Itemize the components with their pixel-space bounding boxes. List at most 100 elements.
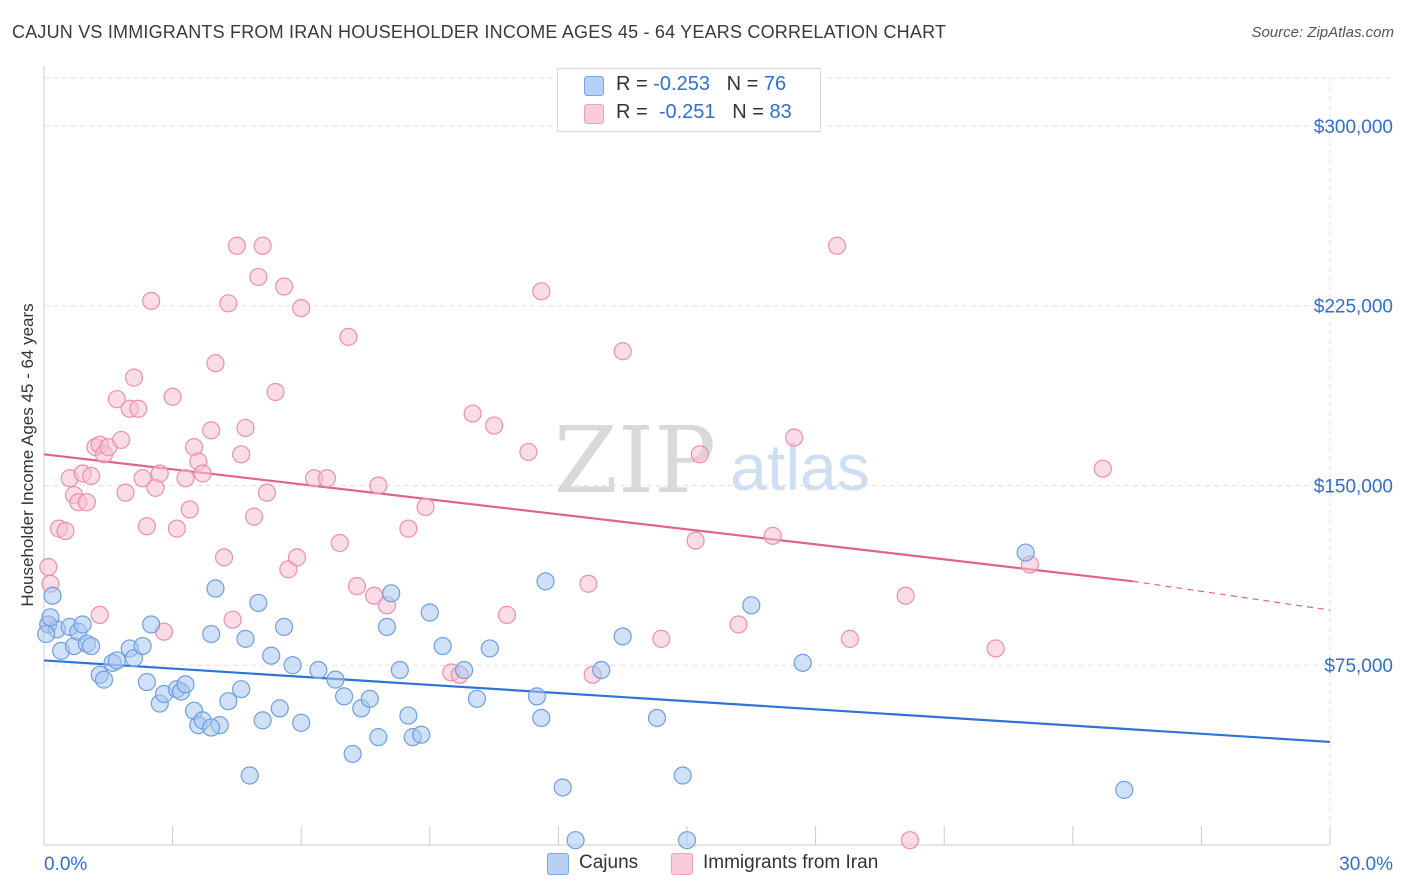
cajun-point xyxy=(240,766,259,785)
iran-point xyxy=(219,294,238,313)
cajun-point xyxy=(283,656,302,675)
iran-point xyxy=(287,548,307,567)
iran-point xyxy=(124,368,144,387)
cajun-point xyxy=(566,831,585,850)
tick-labels: $75,000 $150,000 $225,000 $300,000 0.0% 30.0% xyxy=(44,117,1393,875)
iran-point xyxy=(227,236,246,255)
cajun-point xyxy=(270,699,289,718)
cajun-point xyxy=(536,572,555,591)
iran-point xyxy=(519,442,538,462)
iran-point xyxy=(274,277,294,296)
iran-point xyxy=(129,399,148,418)
cajun-point xyxy=(73,615,92,634)
watermark: ZIP atlas xyxy=(554,407,870,514)
chart-title: CAJUN VS IMMIGRANTS FROM IRAN HOUSEHOLDE… xyxy=(12,22,947,42)
iran-point xyxy=(214,548,234,567)
cajun-point xyxy=(420,603,439,622)
iran-point xyxy=(236,418,255,438)
iran-point xyxy=(330,533,349,553)
y-tick-label: $75,000 xyxy=(1324,656,1393,677)
cajun-point xyxy=(527,687,547,706)
cajun-point xyxy=(206,579,225,598)
cajuns-legend-label: Cajuns xyxy=(579,852,639,873)
cajun-point xyxy=(412,725,431,744)
cajun-point xyxy=(219,692,238,711)
cajun-point xyxy=(673,766,692,785)
iran-legend-label: Immigrants from Iran xyxy=(703,852,879,873)
cajuns-r-label: R = xyxy=(616,73,654,95)
cajun-point xyxy=(262,646,281,665)
cajuns-legend-swatch xyxy=(547,853,569,875)
cajun-point xyxy=(454,660,474,680)
cajun-point xyxy=(107,651,126,670)
cajun-point xyxy=(390,660,409,680)
iran-point xyxy=(107,390,126,409)
iran-point xyxy=(167,519,186,538)
cajuns-swatch xyxy=(584,76,604,96)
iran-point xyxy=(206,354,225,373)
iran-point xyxy=(399,519,418,538)
cajun-point xyxy=(1115,780,1134,799)
iran-point xyxy=(137,517,156,536)
iran-point xyxy=(579,574,598,593)
cajun-point xyxy=(292,713,311,732)
iran-n-value: 83 xyxy=(769,101,792,123)
cajun-point xyxy=(399,706,418,725)
cajun-point xyxy=(94,670,114,689)
iran-r-label: R = xyxy=(616,101,654,123)
cajun-point xyxy=(236,629,255,648)
cajun-point xyxy=(176,675,195,694)
iran-point xyxy=(339,327,358,346)
cajun-point xyxy=(253,711,272,730)
cajun-point xyxy=(232,680,251,699)
x-tick-label: 30.0% xyxy=(1339,854,1393,875)
iran-point xyxy=(317,469,337,488)
cajun-point xyxy=(202,624,221,644)
cajun-trend-line xyxy=(43,659,1331,744)
cajun-point xyxy=(82,636,101,656)
iran-point xyxy=(163,387,182,406)
cajun-point xyxy=(382,584,401,603)
cajun-point xyxy=(43,586,62,605)
iran-point xyxy=(463,404,482,423)
iran-point xyxy=(840,629,859,648)
cajun-point xyxy=(532,708,551,728)
data-points xyxy=(37,236,1134,850)
cajun-point xyxy=(142,615,161,634)
cajun-point xyxy=(592,660,611,680)
iran-point xyxy=(1093,459,1112,478)
y-tick-label: $150,000 xyxy=(1314,476,1393,497)
cajun-point xyxy=(677,831,697,850)
iran-point xyxy=(347,577,367,596)
y-tick-label: $225,000 xyxy=(1314,297,1393,318)
iran-legend-swatch xyxy=(671,853,693,875)
iran-point xyxy=(77,493,96,512)
iran-point xyxy=(686,531,705,550)
iran-point xyxy=(193,464,212,483)
iran-point xyxy=(485,416,504,435)
iran-point xyxy=(497,605,517,625)
iran-point xyxy=(532,282,551,301)
iran-point xyxy=(112,430,131,450)
iran-point xyxy=(257,483,277,502)
iran-point xyxy=(986,639,1005,658)
trend-lines xyxy=(43,453,1331,744)
iran-point xyxy=(827,236,847,255)
iran-trend-line xyxy=(43,453,1133,583)
cajun-point xyxy=(326,670,345,689)
iran-point xyxy=(202,421,221,440)
iran-point xyxy=(785,428,804,447)
iran-point xyxy=(223,610,242,629)
cajuns-r-value: -0.253 xyxy=(653,73,710,95)
cajun-point xyxy=(309,660,328,680)
iran-point xyxy=(266,382,285,402)
cajun-point xyxy=(377,617,397,636)
cajun-point xyxy=(553,778,572,797)
cajun-point xyxy=(433,636,452,656)
cajun-point xyxy=(202,718,221,737)
cajun-point xyxy=(467,689,487,708)
x-tick-label: 0.0% xyxy=(44,854,87,875)
cajun-point xyxy=(37,624,56,644)
iran-point xyxy=(690,445,709,464)
